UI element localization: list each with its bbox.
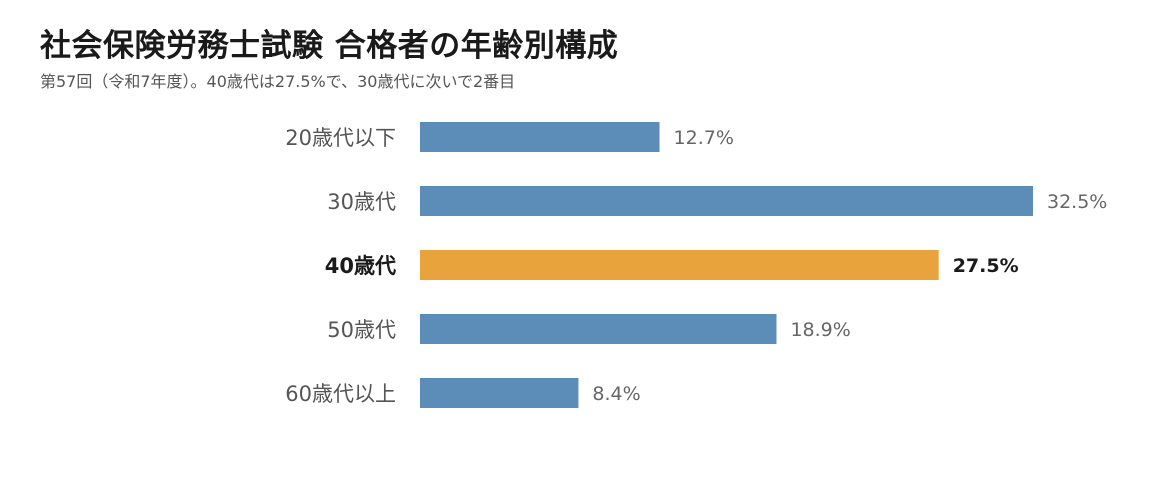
bar [420,186,1033,216]
category-label: 20歳代以下 [285,126,396,150]
value-label: 18.9% [790,319,850,341]
value-label: 12.7% [674,127,734,149]
category-label: 30歳代 [327,190,396,214]
bar [420,122,660,152]
value-label: 8.4% [592,383,640,405]
bar-highlight [420,250,939,280]
value-label: 27.5% [953,255,1019,277]
chart-subtitle: 第57回（令和7年度）。40歳代は27.5%で、30歳代に次いで2番目 [40,72,516,91]
bar [420,314,777,344]
category-label: 50歳代 [327,318,396,342]
chart-title: 社会保険労務士試験 合格者の年齢別構成 [40,28,619,64]
bar [420,378,579,408]
category-label: 60歳代以上 [285,382,396,406]
category-label: 40歳代 [325,254,396,278]
value-label: 32.5% [1047,191,1107,213]
